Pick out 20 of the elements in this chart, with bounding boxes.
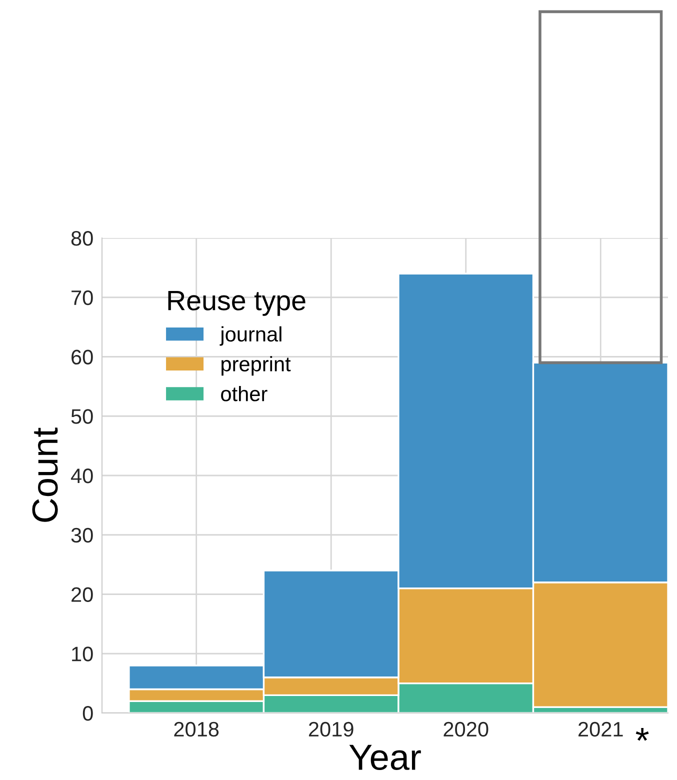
- y-tick-label: 50: [71, 409, 93, 424]
- y-tick-label: 80: [71, 231, 93, 246]
- y-tick-label: 30: [71, 528, 93, 543]
- y-tick-label: 60: [72, 350, 93, 365]
- y-tick-label: 10: [72, 646, 93, 662]
- legend-label: journal: [220, 326, 282, 346]
- x-tick-label: 2019: [308, 722, 354, 737]
- y-axis-title: Count: [32, 428, 58, 522]
- y-tick-label: 70: [72, 290, 93, 306]
- annotation: *: [636, 728, 649, 741]
- legend-title: Reuse type: [168, 291, 306, 316]
- x-tick-label: 2021: [578, 722, 623, 737]
- legend-label: preprint: [222, 356, 291, 376]
- x-axis-title: Year: [349, 744, 421, 770]
- y-tick-label: 20: [72, 587, 93, 602]
- y-tick-label: 0: [82, 706, 93, 721]
- x-tick-label: 2018: [174, 722, 219, 737]
- y-tick-label: 40: [70, 468, 93, 484]
- legend-label: other: [221, 386, 268, 402]
- x-tick-label: 2020: [444, 722, 488, 737]
